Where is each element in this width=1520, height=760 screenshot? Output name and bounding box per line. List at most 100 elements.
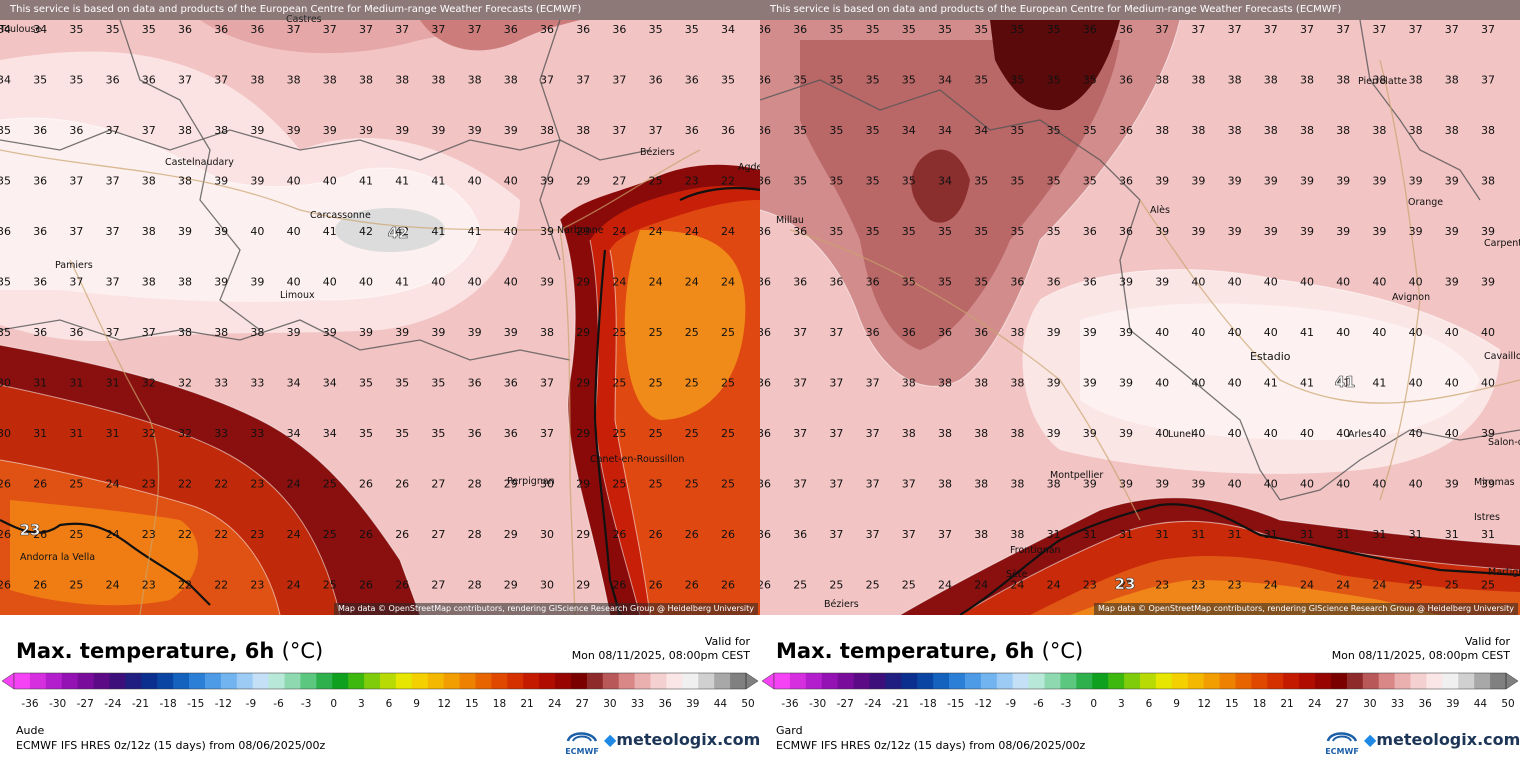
scale-swatch xyxy=(618,673,636,689)
grid-value: 38 xyxy=(1300,124,1314,137)
grid-value: 40 xyxy=(287,225,301,238)
grid-value: 23 xyxy=(142,579,156,592)
grid-value: 37 xyxy=(431,23,445,36)
grid-value: 37 xyxy=(866,478,880,491)
scale-swatch xyxy=(730,673,747,689)
attribution-bottom[interactable]: Map data © OpenStreetMap contributors, r… xyxy=(334,603,758,615)
scale-swatch xyxy=(666,673,683,689)
scale-tick-label: -27 xyxy=(837,698,854,710)
scale-swatch xyxy=(1299,673,1316,689)
scale-swatch xyxy=(1251,673,1268,689)
scale-swatch xyxy=(1410,673,1427,689)
scale-swatch xyxy=(1187,673,1205,689)
meteologix-logo[interactable]: ◆meteologix.com xyxy=(604,730,760,749)
grid-value: 39 xyxy=(1409,175,1423,188)
grid-value: 36 xyxy=(760,478,771,491)
grid-value: 39 xyxy=(1119,276,1133,289)
grid-value: 39 xyxy=(214,225,228,238)
grid-value: 35 xyxy=(1047,124,1061,137)
grid-value: 27 xyxy=(431,528,445,541)
grid-value: 25 xyxy=(69,528,83,541)
scale-swatch xyxy=(980,673,998,689)
scale-swatch xyxy=(348,673,365,689)
grid-value: 22 xyxy=(721,175,735,188)
grid-value: 36 xyxy=(793,276,807,289)
grid-value: 40 xyxy=(468,276,482,289)
model-info: ECMWF IFS HRES 0z/12z (15 days) from 08/… xyxy=(776,739,1086,752)
scale-swatch xyxy=(284,673,301,689)
grid-value: 40 xyxy=(1336,427,1350,440)
grid-value: 35 xyxy=(974,225,988,238)
grid-value: 39 xyxy=(1228,225,1242,238)
scale-swatch xyxy=(996,673,1014,689)
scale-swatch xyxy=(1235,673,1252,689)
city-label: Miramas xyxy=(1474,477,1515,488)
legend-footer: Max. temperature, 6h (°C) Valid for Mon … xyxy=(760,615,1520,760)
grid-value: 32 xyxy=(142,377,156,390)
city-label: Béziers xyxy=(640,147,675,158)
scale-swatch xyxy=(1076,673,1093,689)
grid-value: 39 xyxy=(1481,478,1495,491)
scale-tick-label: 39 xyxy=(686,698,699,710)
scale-tick-label: 9 xyxy=(413,698,420,710)
title-unit: (°C) xyxy=(1041,639,1084,663)
scale-tick-label: 50 xyxy=(741,698,754,710)
grid-value: 26 xyxy=(33,478,47,491)
grid-value: 35 xyxy=(866,124,880,137)
scale-tick-label: -27 xyxy=(77,698,94,710)
grid-value: 30 xyxy=(540,528,554,541)
scale-tick-label: 0 xyxy=(330,698,337,710)
grid-value: 37 xyxy=(866,377,880,390)
grid-value: 25 xyxy=(721,478,735,491)
grid-value: 40 xyxy=(323,175,337,188)
grid-value: 35 xyxy=(866,74,880,87)
grid-value: 41 xyxy=(431,225,445,238)
meteologix-logo[interactable]: ◆meteologix.com xyxy=(1364,730,1520,749)
grid-value: 40 xyxy=(1300,427,1314,440)
grid-value: 38 xyxy=(468,74,482,87)
grid-value: 41 xyxy=(1372,377,1386,390)
grid-value: 28 xyxy=(468,528,482,541)
grid-value: 39 xyxy=(250,124,264,137)
grid-value: 27 xyxy=(612,175,626,188)
temperature-map-gard[interactable]: 36 36 35 35 35 35 35 35 35 36 36 37 37 37 37 37 37 37 37 37… xyxy=(760,0,1520,615)
scale-swatch xyxy=(141,673,158,689)
grid-value: 23 xyxy=(685,175,699,188)
grid-value: 24 xyxy=(938,579,952,592)
grid-value: 39 xyxy=(1119,377,1133,390)
temperature-map-aude[interactable]: 34 34 35 35 35 36 36 36 37 37 37 37 37 37 36 36 36 36 35 35… xyxy=(0,0,760,615)
grid-value: 35 xyxy=(829,225,843,238)
grid-value: 38 xyxy=(178,326,192,339)
city-label: Frontignan xyxy=(1010,545,1061,556)
grid-value: 35 xyxy=(1083,124,1097,137)
grid-value: 36 xyxy=(576,23,590,36)
city-label: Martigues xyxy=(1488,567,1520,578)
region-name: Gard xyxy=(776,724,803,737)
scale-swatch xyxy=(427,673,445,689)
scale-tick-label: -36 xyxy=(781,698,798,710)
grid-value: 37 xyxy=(1191,23,1205,36)
attribution-bottom[interactable]: Map data © OpenStreetMap contributors, r… xyxy=(1094,603,1518,615)
grid-value: 30 xyxy=(0,377,11,390)
grid-value: 25 xyxy=(721,326,735,339)
scale-tick-label: -3 xyxy=(1061,698,1071,710)
scale-swatch xyxy=(411,673,429,689)
grid-value: 35 xyxy=(1047,175,1061,188)
grid-value: 39 xyxy=(1191,225,1205,238)
grid-value: 36 xyxy=(33,175,47,188)
scale-swatch xyxy=(853,673,870,689)
grid-value: 37 xyxy=(612,74,626,87)
grid-value: 31 xyxy=(1191,528,1205,541)
scale-swatch xyxy=(268,673,285,689)
grid-value: 25 xyxy=(866,579,880,592)
grid-value: 35 xyxy=(395,427,409,440)
grid-value: 34 xyxy=(938,124,952,137)
grid-value: 29 xyxy=(576,276,590,289)
grid-value: 25 xyxy=(69,579,83,592)
grid-value: 36 xyxy=(1119,23,1133,36)
grid-value: 35 xyxy=(974,276,988,289)
grid-value: 36 xyxy=(69,326,83,339)
grid-value: 25 xyxy=(721,377,735,390)
scale-swatch xyxy=(586,673,604,689)
grid-value: 39 xyxy=(1445,276,1459,289)
